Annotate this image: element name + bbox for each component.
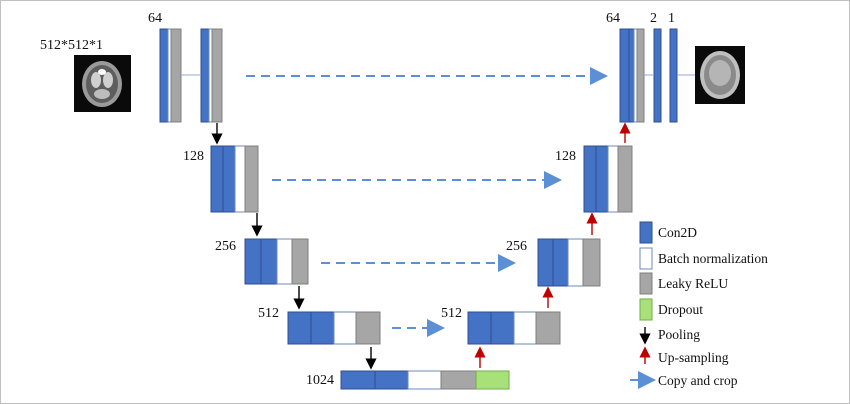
- output-1-label: 1: [668, 11, 675, 26]
- conv-layer: [260, 238, 278, 285]
- legend: Con2D Batch normalization Leaky ReLU Dro…: [630, 221, 768, 389]
- conv-layer: [200, 28, 210, 123]
- legend-upsampling-label: Up-sampling: [658, 350, 729, 365]
- legend-dropout-swatch: [639, 298, 653, 321]
- enc-level1-block-a: [159, 28, 182, 123]
- bottleneck-block: [340, 370, 510, 390]
- conv-layer: [340, 370, 376, 390]
- conv-layer: [537, 238, 554, 287]
- legend-leakyrelu-label: Leaky ReLU: [658, 276, 728, 291]
- conv-layer: [244, 238, 262, 285]
- input-size-label: 512*512*1: [40, 38, 103, 53]
- conv-layer: [310, 311, 335, 345]
- batchnorm-layer: [276, 238, 293, 285]
- bottleneck-label: 1024: [306, 373, 334, 388]
- legend-batchnorm-label: Batch normalization: [658, 251, 768, 266]
- dec-level3-label: 256: [506, 239, 527, 254]
- conv-layer: [619, 28, 630, 123]
- conv-layer: [628, 28, 635, 123]
- output-2-label: 2: [650, 11, 657, 26]
- batchnorm-layer: [333, 311, 357, 345]
- leakyrelu-layer: [244, 145, 259, 213]
- conv-layer: [210, 145, 224, 213]
- dropout-layer: [475, 370, 510, 390]
- leakyrelu-layer: [440, 370, 477, 390]
- batchnorm-layer: [567, 238, 584, 287]
- legend-conv-swatch: [639, 221, 653, 244]
- conv-layer: [287, 311, 312, 345]
- output-1-conv-layer: [669, 28, 678, 123]
- leakyrelu-layer: [355, 311, 381, 345]
- conv-layer: [595, 145, 609, 213]
- conv-layer: [374, 370, 409, 390]
- dec-level2-label: 128: [555, 149, 576, 164]
- dec-level2-block: [583, 145, 633, 213]
- conv-layer: [222, 145, 236, 213]
- conv-layer: [467, 311, 492, 345]
- dec-level4-label: 512: [441, 306, 462, 321]
- batchnorm-layer: [234, 145, 246, 213]
- leakyrelu-layer: [582, 238, 601, 287]
- leakyrelu-layer: [535, 311, 561, 345]
- legend-batchnorm-swatch: [639, 247, 653, 270]
- enc-level1-label: 64: [148, 11, 162, 26]
- dec-level4-block: [467, 311, 561, 345]
- legend-conv-label: Con2D: [658, 225, 697, 240]
- dec-level3-block: [537, 238, 601, 287]
- output-2-conv-layer: [653, 28, 662, 123]
- batchnorm-layer: [513, 311, 537, 345]
- enc-level4-label: 512: [258, 306, 279, 321]
- leakyrelu-layer: [291, 238, 309, 285]
- legend-dropout-label: Dropout: [658, 302, 703, 317]
- legend-pooling-label: Pooling: [658, 327, 700, 342]
- enc-level3-label: 256: [215, 239, 236, 254]
- conv-layer: [583, 145, 597, 213]
- dec-level1-label: 64: [606, 11, 620, 26]
- output-brain-image: [695, 46, 745, 104]
- enc-level4-block: [287, 311, 381, 345]
- conv-layer: [552, 238, 569, 287]
- leakyrelu-layer: [170, 28, 182, 123]
- conv-layer: [159, 28, 169, 123]
- leakyrelu-layer: [211, 28, 223, 123]
- enc-level3-block: [244, 238, 309, 285]
- leakyrelu-layer: [636, 28, 645, 123]
- leakyrelu-layer: [617, 145, 633, 213]
- input-brain-image: [74, 55, 131, 112]
- enc-level2-block: [210, 145, 259, 213]
- batchnorm-layer: [607, 145, 619, 213]
- enc-level2-label: 128: [183, 149, 204, 164]
- batchnorm-layer: [407, 370, 442, 390]
- enc-level1-block-b: [200, 28, 223, 123]
- legend-leakyrelu-swatch: [639, 272, 653, 295]
- conv-layer: [490, 311, 515, 345]
- legend-copy-label: Copy and crop: [658, 373, 738, 388]
- dec-level1-block: [619, 28, 645, 123]
